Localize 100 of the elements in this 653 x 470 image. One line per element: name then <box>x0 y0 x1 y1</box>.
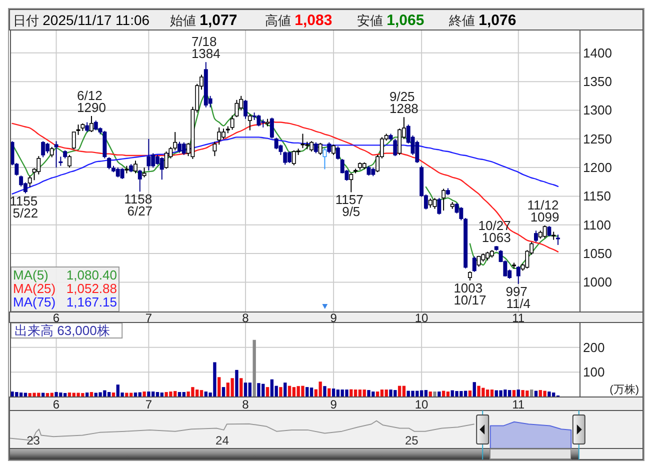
bar <box>389 390 392 397</box>
text: MA(75) <box>13 294 56 310</box>
bar <box>235 370 238 397</box>
bar <box>142 392 146 397</box>
candlestick <box>428 198 432 208</box>
bar <box>147 392 150 397</box>
candlestick <box>164 151 168 170</box>
candlestick <box>182 142 186 156</box>
x-tick-label: 9 <box>330 397 338 412</box>
candlestick <box>366 165 371 176</box>
candlestick <box>67 154 72 168</box>
y-tick-label: 1150 <box>583 188 611 204</box>
bar <box>266 387 270 397</box>
candlestick <box>300 133 305 149</box>
bar <box>367 390 370 397</box>
candlestick <box>244 99 248 120</box>
candlestick <box>146 138 151 171</box>
x-tick-label: 11 <box>512 397 525 412</box>
annotation: 997 11/4 <box>506 284 532 311</box>
text: MA(5) <box>13 268 48 282</box>
candlestick <box>107 156 112 170</box>
bar <box>248 382 252 397</box>
candlestick <box>45 142 50 154</box>
candlestick <box>54 140 58 168</box>
candlestick <box>336 146 340 160</box>
x-tick-label: 8 <box>242 397 250 412</box>
candlestick <box>534 230 538 243</box>
y-tick-label: 100 <box>583 364 605 380</box>
candlestick <box>76 124 80 136</box>
candlestick <box>28 175 32 188</box>
x-tick-label: 9 <box>330 310 338 325</box>
bar <box>240 378 243 397</box>
x-tick-label: 7 <box>145 397 152 412</box>
bar <box>323 386 326 397</box>
candlestick <box>212 141 217 157</box>
candlestick <box>72 132 76 150</box>
y-tick-label: 1050 <box>583 246 612 262</box>
annotation: 6/12 1290 <box>77 88 106 115</box>
candlestick <box>89 115 94 133</box>
bar <box>284 382 287 397</box>
candlestick <box>437 197 442 216</box>
candlestick <box>472 256 476 272</box>
x-tick-label: 8 <box>242 310 250 325</box>
y-tick-label: 1100 <box>583 217 611 232</box>
text: 終値 1,076 <box>448 12 516 29</box>
bar <box>270 379 274 397</box>
candlestick <box>283 151 288 166</box>
text: 安値 1,065 <box>357 12 424 29</box>
bar <box>292 387 296 397</box>
candlestick <box>160 156 164 180</box>
x-tick-label: 23 <box>26 434 40 448</box>
chart-title: 出来高 63,000株 <box>14 323 110 338</box>
bar <box>318 382 322 397</box>
bar <box>345 390 348 397</box>
annotation: 7/18 1384 <box>191 34 220 62</box>
text: 高値 1,083 <box>265 12 332 29</box>
y-axis-title: (万株) <box>610 383 639 396</box>
candlestick <box>248 114 252 131</box>
bar <box>218 377 221 397</box>
x-tick-label: 10 <box>414 397 429 412</box>
candlestick <box>142 167 146 178</box>
x-tick-label: 10 <box>414 310 429 325</box>
bar <box>252 340 256 397</box>
y-tick-label: 1400 <box>583 45 612 60</box>
bar <box>306 387 309 397</box>
candlestick <box>332 144 336 156</box>
text: 日付 2025/11/17 11:06 <box>13 12 150 28</box>
x-tick-label: 25 <box>405 434 419 448</box>
annotation: 1,080.40 <box>66 268 117 282</box>
bar <box>411 390 414 397</box>
bar <box>230 378 234 397</box>
candlestick <box>85 122 90 133</box>
x-tick-label: 6 <box>52 310 60 325</box>
candlestick <box>556 234 560 246</box>
text: 始値 1,077 <box>170 12 238 29</box>
bar <box>244 382 248 397</box>
candlestick <box>547 226 552 237</box>
annotation: 1,167.15 <box>66 294 117 310</box>
candlestick <box>318 142 322 156</box>
annotation: 1,052.88 <box>66 281 117 296</box>
candlestick <box>120 168 124 180</box>
bar <box>222 387 226 397</box>
y-tick-label: 1000 <box>583 274 612 290</box>
y-tick-label: 1200 <box>583 160 612 176</box>
candlestick <box>442 188 446 212</box>
annotation: 9/25 1288 <box>389 89 418 116</box>
candlestick <box>314 142 318 154</box>
candlestick <box>50 146 54 158</box>
annotation: 1003 10/17 <box>454 280 486 308</box>
candlestick <box>134 160 138 174</box>
bar <box>279 387 282 397</box>
x-tick-label: 24 <box>216 434 230 448</box>
candlestick <box>542 224 547 239</box>
candlestick <box>270 117 274 139</box>
candlestick <box>256 114 261 127</box>
bar <box>543 390 546 397</box>
line-series <box>12 121 559 252</box>
y-tick-label: 1300 <box>583 102 612 118</box>
bar <box>257 383 260 397</box>
candlestick <box>217 126 222 146</box>
